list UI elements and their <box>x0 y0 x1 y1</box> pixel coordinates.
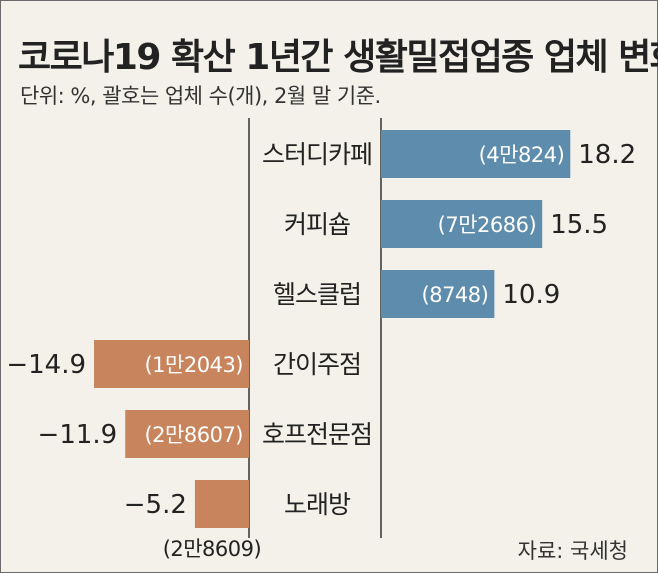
bar-1 <box>381 200 543 248</box>
count-label: (2만8607) <box>144 423 243 447</box>
bar-5 <box>194 480 249 528</box>
value-label: −5.2 <box>124 490 187 520</box>
bar-3 <box>94 340 249 388</box>
value-label: 10.9 <box>502 280 560 310</box>
bar-4 <box>125 410 249 458</box>
count-label: (2만8609) <box>163 537 262 561</box>
count-label: (8748) <box>422 283 489 307</box>
value-label: 15.5 <box>550 210 608 240</box>
category-label: 호프전문점 <box>262 420 372 449</box>
value-label: 18.2 <box>578 140 636 170</box>
category-label: 헬스클럽 <box>273 280 361 309</box>
count-label: (7만2686) <box>438 213 537 237</box>
category-label: 노래방 <box>284 490 351 519</box>
value-label: −11.9 <box>38 420 118 450</box>
count-label: (4만824) <box>479 143 565 167</box>
count-label: (1만2043) <box>144 353 243 377</box>
category-label: 간이주점 <box>273 350 361 379</box>
source-note: 자료: 국세청 <box>517 539 628 563</box>
chart-title: 코로나19 확산 1년간 생활밀접업종 업체 변화 <box>18 37 658 78</box>
category-label: 스터디카페 <box>262 140 372 169</box>
category-label: 커피숍 <box>284 210 350 239</box>
bar-2 <box>381 270 495 318</box>
value-label: −14.9 <box>6 350 86 380</box>
chart-subtitle: 단위: %, 괄호는 업체 수(개), 2월 말 기준. <box>20 84 381 108</box>
bar-0 <box>381 130 571 178</box>
